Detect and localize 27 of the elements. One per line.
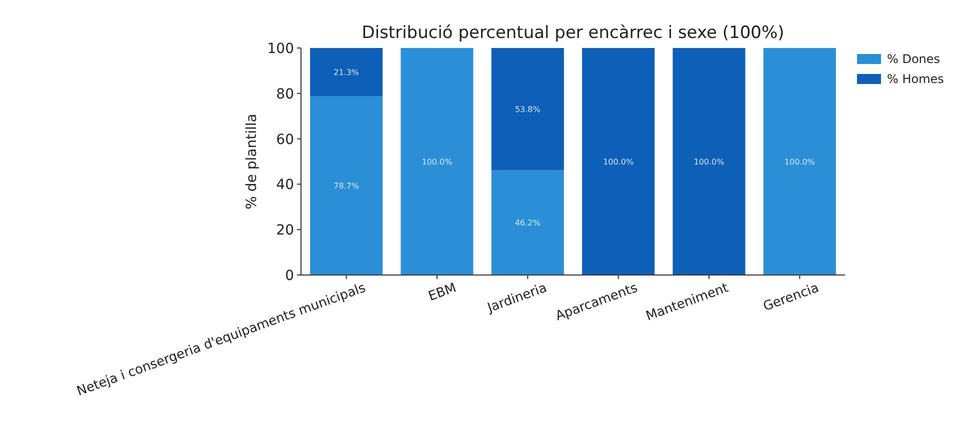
y-tick-label: 80	[276, 86, 294, 102]
data-label: 100.0%	[694, 158, 725, 166]
chart-title: Distribució percentual per encàrrec i sexe (100%)	[362, 23, 784, 43]
bar	[491, 48, 564, 170]
bar	[400, 48, 474, 275]
bar	[310, 48, 383, 96]
legend-label: % Homes	[887, 72, 944, 86]
legend-label: % Dones	[887, 52, 940, 66]
bar	[310, 96, 383, 275]
data-label: 46.2%	[514, 218, 541, 228]
y-axis-title: % de plantilla	[244, 114, 260, 210]
x-tick-label: EBM	[426, 280, 458, 304]
data-label: 100.0%	[603, 158, 634, 166]
data-label: 100.0%	[422, 158, 453, 166]
y-tick-label: 40	[276, 177, 294, 194]
y-tick-label: 20	[276, 222, 294, 239]
bar	[582, 48, 655, 275]
bar	[763, 48, 836, 275]
y-tick-label: 60	[276, 132, 294, 148]
data-label: 53.8%	[514, 105, 541, 114]
data-label: 78.7%	[334, 182, 360, 191]
bar	[491, 170, 564, 275]
data-label: 100.0%	[784, 158, 816, 166]
y-tick-label: 0	[285, 268, 294, 284]
bar	[672, 48, 746, 275]
y-tick-label: 100	[267, 41, 294, 57]
data-label: 21.3%	[334, 68, 360, 78]
